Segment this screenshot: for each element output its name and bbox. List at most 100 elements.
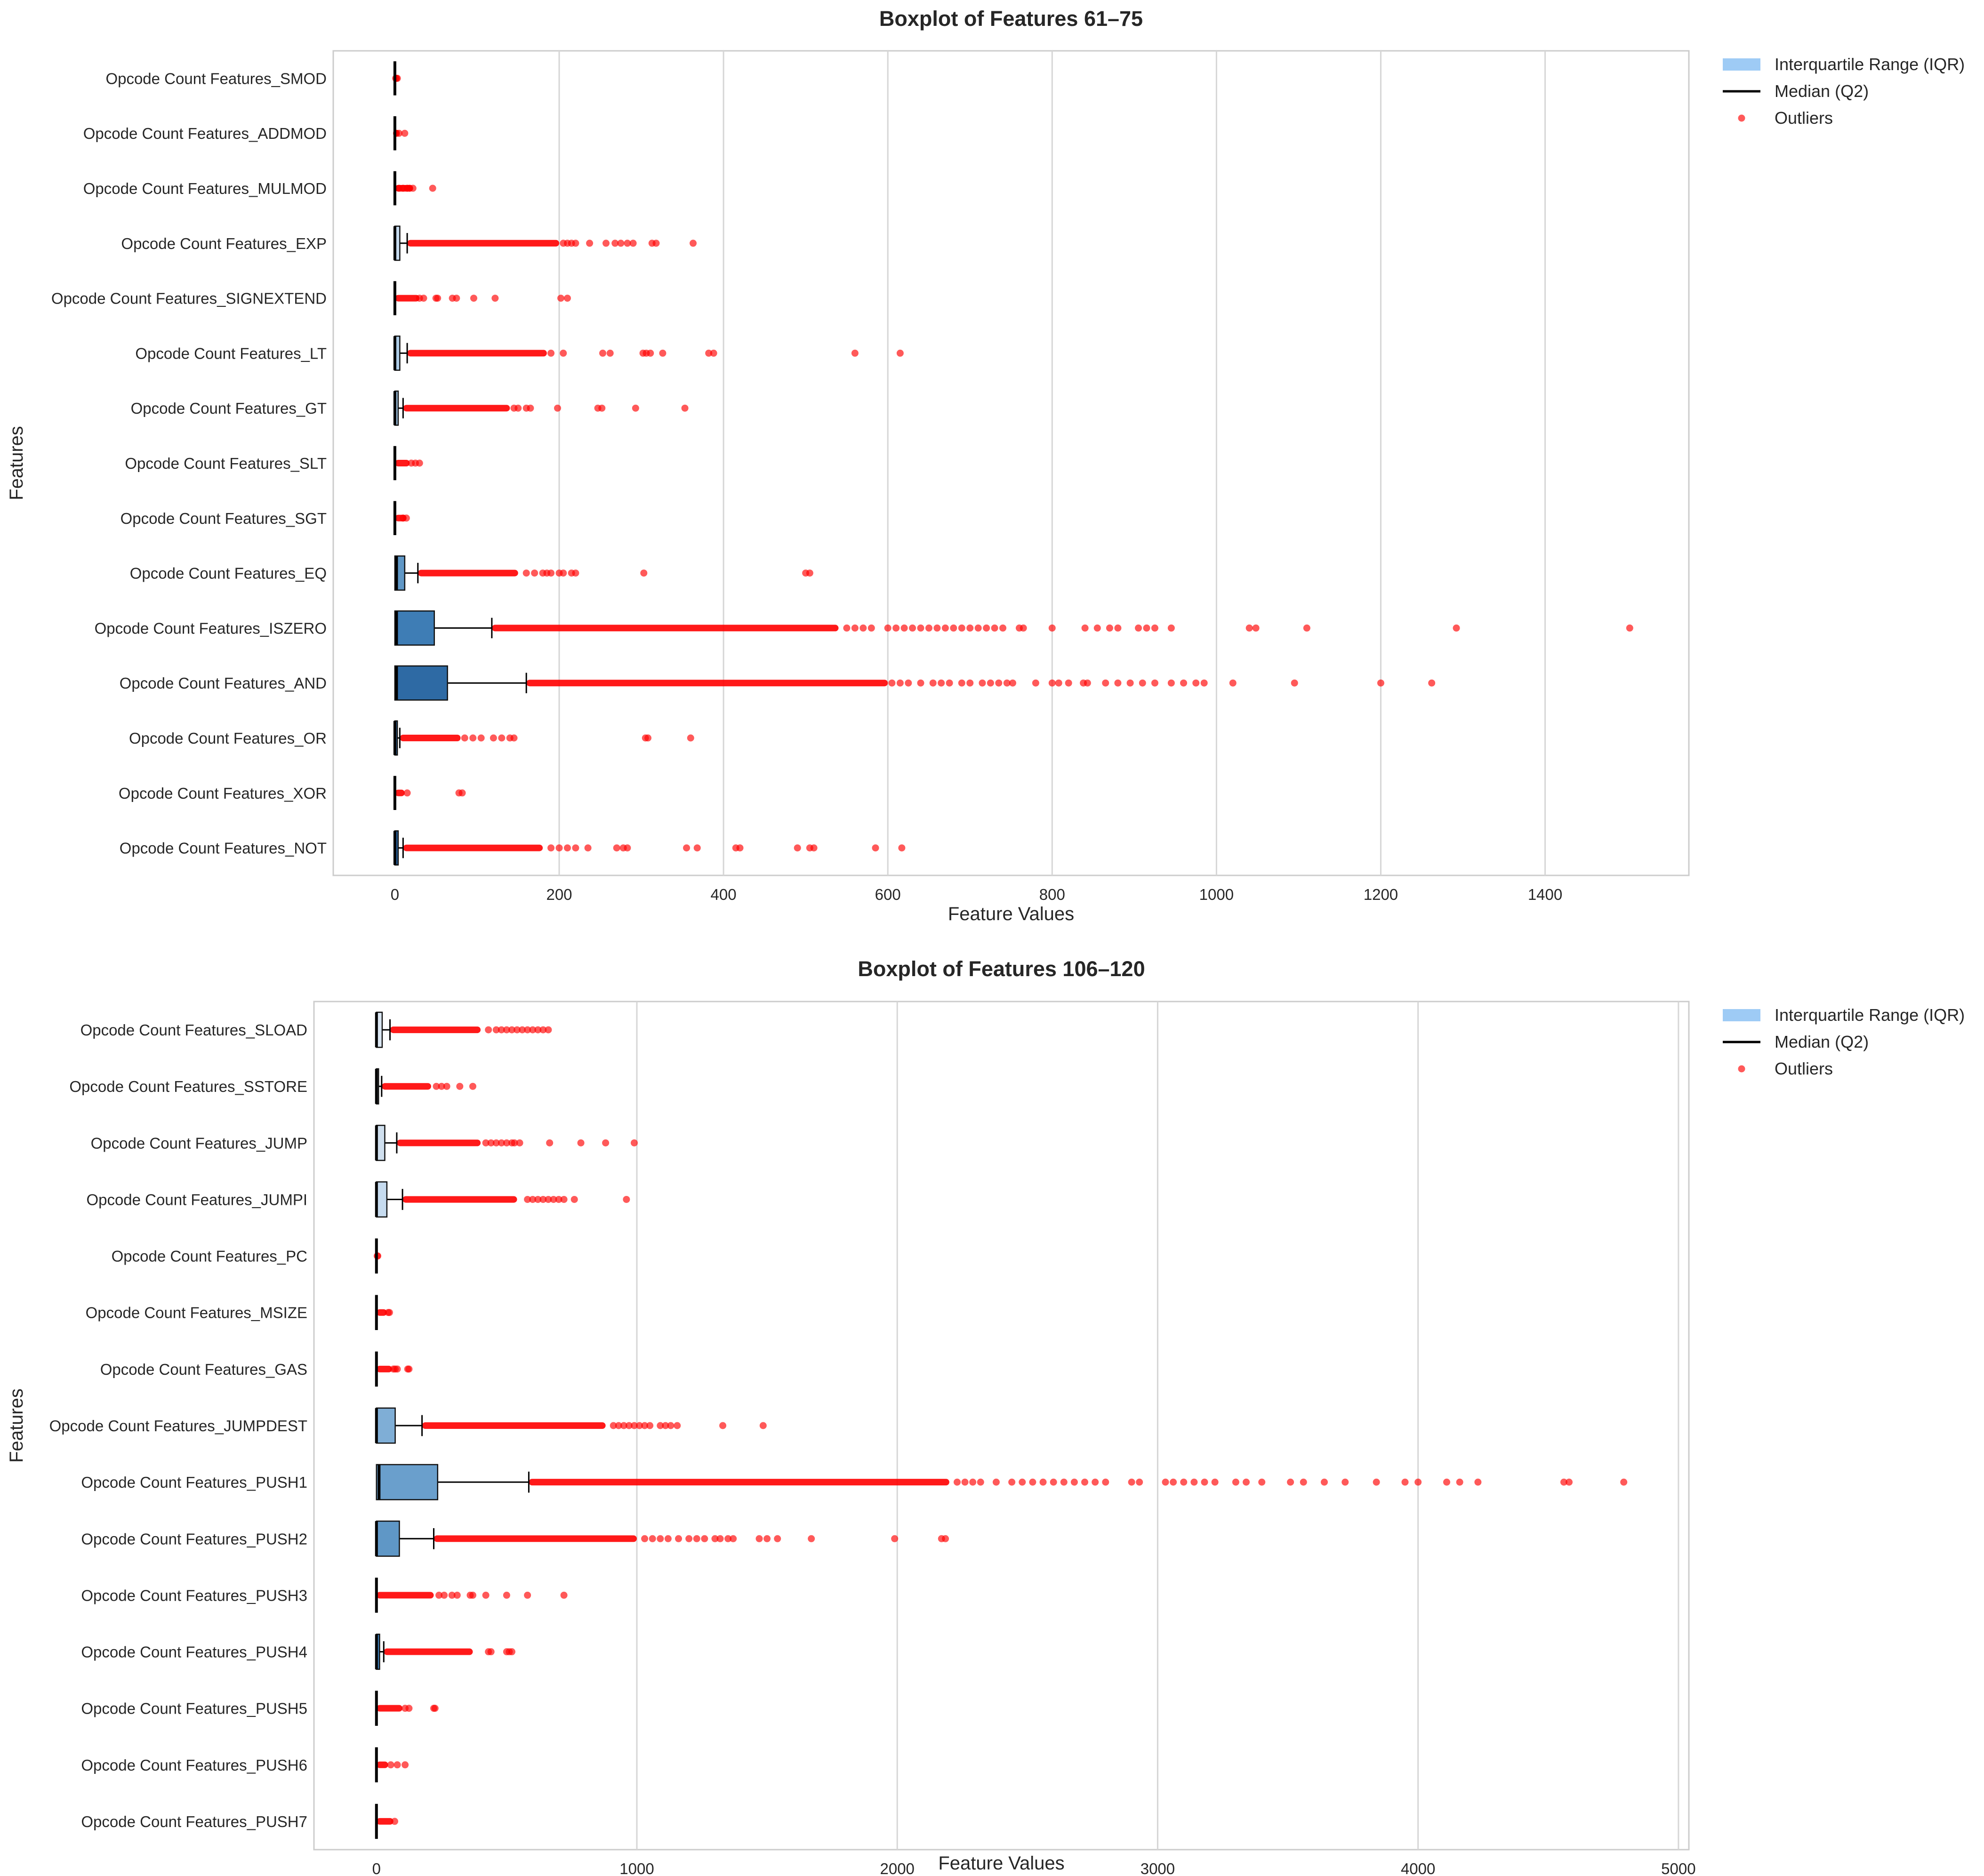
- outlier-point: [1192, 679, 1200, 687]
- feature-label: Opcode Count Features_SGT: [120, 510, 327, 527]
- outlier-point: [469, 1082, 476, 1090]
- box-mulmod: Opcode Count Features_MULMOD: [83, 171, 436, 206]
- x-tick-label: 400: [711, 886, 737, 903]
- outlier-point: [617, 240, 625, 247]
- outlier-point: [1474, 1478, 1482, 1486]
- outlier-point: [611, 240, 619, 247]
- outlier-band: [491, 625, 839, 632]
- outlier-point: [448, 1591, 456, 1599]
- x-tick-label: 0: [372, 1860, 381, 1876]
- iqr-box: [394, 665, 448, 701]
- feature-label: Opcode Count Features_PUSH5: [81, 1700, 307, 1717]
- box-addmod: Opcode Count Features_ADDMOD: [83, 116, 409, 151]
- outlier-point: [950, 624, 957, 632]
- outlier-point: [531, 569, 538, 577]
- legend-iqr-swatch: [1723, 58, 1760, 71]
- outlier-point: [443, 1082, 450, 1090]
- outlier-point: [675, 1535, 683, 1542]
- outlier-point: [909, 624, 916, 632]
- box-exp: Opcode Count Features_EXP: [121, 225, 697, 261]
- outlier-point: [1211, 1478, 1219, 1486]
- box-eq: Opcode Count Features_EQ: [130, 555, 813, 591]
- outlier-point: [736, 844, 744, 852]
- iqr-box: [376, 1181, 388, 1218]
- outlier-point: [599, 349, 607, 357]
- outlier-band: [390, 1026, 481, 1034]
- box-push5: Opcode Count Features_PUSH5: [81, 1691, 439, 1726]
- outlier-point: [503, 1139, 510, 1146]
- outlier-point: [1232, 1478, 1239, 1486]
- feature-label: Opcode Count Features_LT: [135, 345, 327, 362]
- outlier-point: [606, 349, 614, 357]
- outlier-point: [402, 1761, 409, 1769]
- x-tick-label: 1200: [1364, 886, 1398, 903]
- feature-label: Opcode Count Features_PUSH4: [81, 1644, 307, 1661]
- outlier-point: [1135, 624, 1142, 632]
- outlier-point: [687, 734, 694, 742]
- outlier-point: [458, 789, 466, 797]
- outlier-point: [394, 1761, 401, 1769]
- box-slt: Opcode Count Features_SLT: [125, 446, 423, 481]
- feature-label: Opcode Count Features_OR: [129, 730, 327, 747]
- outlier-point: [1143, 624, 1150, 632]
- box-pc: Opcode Count Features_PC: [112, 1238, 382, 1274]
- outlier-point: [685, 1535, 693, 1542]
- outlier-point: [690, 240, 697, 247]
- outlier-point: [405, 1365, 413, 1373]
- outlier-point: [524, 1195, 531, 1203]
- outlier-point: [584, 844, 592, 852]
- outlier-point: [1151, 679, 1158, 687]
- outlier-point: [405, 1705, 413, 1712]
- outlier-point: [416, 459, 423, 467]
- outlier-point: [550, 1195, 557, 1203]
- outlier-point: [1126, 679, 1134, 687]
- outlier-point: [524, 1026, 531, 1034]
- legend: Interquartile Range (IQR) Median (Q2) Outl…: [1723, 55, 1965, 128]
- box-sload: Opcode Count Features_SLOAD: [80, 1011, 552, 1048]
- outlier-point: [999, 624, 1007, 632]
- outlier-point: [403, 789, 411, 797]
- outlier-point: [560, 1591, 568, 1599]
- feature-label: Opcode Count Features_GT: [131, 400, 327, 417]
- outlier-point: [900, 624, 908, 632]
- outlier-point: [586, 240, 594, 247]
- feature-label: Opcode Count Features_JUMPDEST: [49, 1417, 307, 1435]
- outlier-point: [624, 240, 631, 247]
- outlier-point: [905, 679, 912, 687]
- outlier-point: [664, 1535, 672, 1542]
- outlier-point: [1170, 1478, 1177, 1486]
- outlier-point: [946, 679, 953, 687]
- x-tick-label: 5000: [1661, 1860, 1695, 1876]
- outlier-point: [469, 1591, 476, 1599]
- outlier-point: [898, 844, 906, 852]
- feature-label: Opcode Count Features_SSTORE: [69, 1078, 307, 1095]
- legend-iqr-label: Interquartile Range (IQR): [1775, 1005, 1965, 1025]
- outlier-point: [966, 679, 974, 687]
- outlier-point: [492, 1026, 500, 1034]
- outlier-point: [1020, 624, 1027, 632]
- outlier-point: [701, 1535, 708, 1542]
- outlier-point: [487, 1139, 495, 1146]
- outlier-point: [1008, 1478, 1016, 1486]
- outlier-point: [508, 1648, 515, 1656]
- outlier-point: [453, 1591, 461, 1599]
- outlier-point: [560, 349, 567, 357]
- outlier-point: [386, 1309, 393, 1316]
- legend-median-label: Median (Q2): [1775, 81, 1869, 101]
- outlier-point: [872, 844, 879, 852]
- outlier-point: [630, 1139, 638, 1146]
- outlier-point: [1139, 679, 1146, 687]
- outlier-point: [961, 1478, 969, 1486]
- outlier-band: [434, 1535, 637, 1542]
- outlier-point: [1029, 1478, 1036, 1486]
- outlier-point: [577, 1139, 585, 1146]
- outlier-point: [859, 624, 867, 632]
- outlier-point: [572, 569, 579, 577]
- outlier-point: [1167, 679, 1175, 687]
- outlier-band: [526, 680, 888, 687]
- outlier-point: [620, 1422, 627, 1429]
- box-msize: Opcode Count Features_MSIZE: [86, 1295, 393, 1330]
- outlier-point: [1341, 1478, 1349, 1486]
- outlier-point: [524, 1591, 531, 1599]
- outlier-point: [602, 1139, 610, 1146]
